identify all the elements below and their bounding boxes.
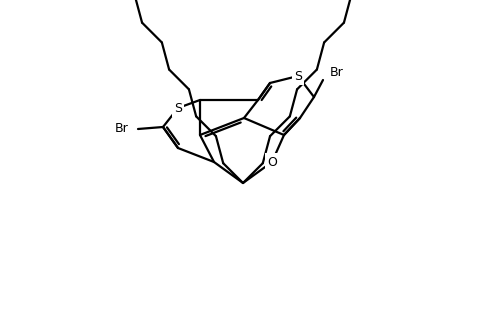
- Text: Br: Br: [330, 67, 344, 79]
- Text: Br: Br: [115, 122, 129, 135]
- Text: S: S: [294, 69, 302, 82]
- Text: O: O: [267, 156, 277, 169]
- Text: S: S: [174, 101, 182, 114]
